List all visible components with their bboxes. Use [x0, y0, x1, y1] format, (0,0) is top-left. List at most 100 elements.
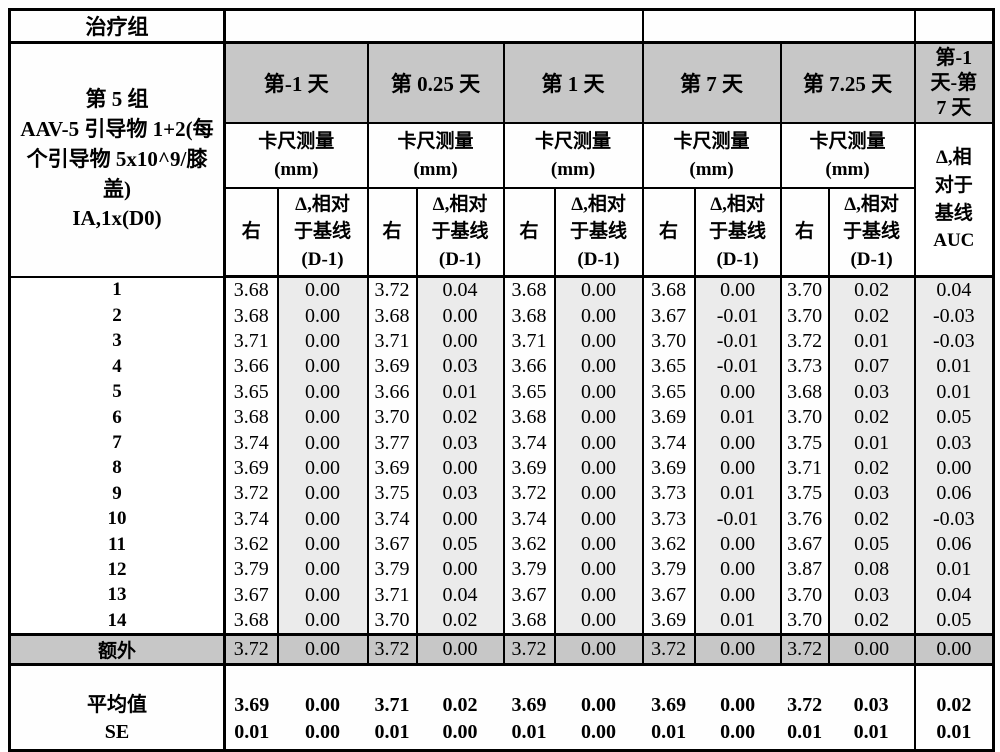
- right-header: 右: [223, 187, 279, 278]
- data-cell: 0.01: [913, 354, 995, 380]
- empty-cell: [913, 8, 995, 44]
- row-label: 6: [8, 404, 226, 431]
- data-cell: 3.65: [641, 379, 696, 405]
- row-label: 2: [8, 303, 226, 329]
- summary-row: 平均值 SE 3.69 0.01 0.00 0.00 3.71 0.01 0.02 0.…: [9, 664, 994, 751]
- data-cell: 3.67: [502, 582, 556, 609]
- data-cell: 0.00: [553, 404, 644, 431]
- data-cell: 3.71: [223, 328, 279, 355]
- table-row: 10 3.74 0.00 3.74 0.00 3.74 0.00 3.73 -0.01 3.76 0…: [8, 506, 995, 532]
- data-cell: 0.06: [913, 531, 995, 558]
- data-cell: -0.01: [693, 354, 782, 380]
- table-row: 14 3.68 0.00 3.70 0.02 3.68 0.00 3.69 0.01 3.70 0.…: [8, 608, 995, 635]
- row-label: 4: [8, 354, 226, 380]
- delta-header: Δ,相对 于基线 (D-1): [415, 187, 505, 278]
- table-row: 额外 3.72 0.00 3.72 0.00 3.72 0.00 3.72 0.00 3.72 0.…: [8, 633, 995, 667]
- data-cell: 0.03: [827, 481, 916, 507]
- data-cell: 3.70: [366, 608, 418, 635]
- data-cell: 3.62: [223, 531, 279, 558]
- data-cell: 3.67: [641, 303, 696, 329]
- table-row: 6 3.68 0.00 3.70 0.02 3.68 0.00 3.69 0.01 3.70 0.0…: [8, 404, 995, 431]
- caliper-header: 卡尺测量 (mm): [641, 122, 782, 189]
- data-cell: 3.75: [779, 430, 830, 456]
- data-cell: 3.74: [366, 506, 418, 532]
- treatment-group-row: 治疗组: [8, 8, 995, 44]
- data-cell: 0.01: [827, 328, 916, 355]
- data-cell: 0.00: [276, 608, 369, 635]
- data-cell: 3.66: [366, 379, 418, 405]
- data-cell: 3.69: [223, 455, 279, 482]
- data-cell: 3.77: [366, 430, 418, 456]
- data-cell: 0.00: [276, 506, 369, 532]
- data-cell: 0.00: [276, 481, 369, 507]
- row-label: 10: [8, 506, 226, 532]
- data-cell: 0.00: [276, 633, 369, 667]
- data-cell: 3.66: [502, 354, 556, 380]
- summary-labels: 平均值 SE: [9, 664, 226, 751]
- summary-cell: 0.02 0.00: [442, 694, 478, 744]
- row-label: 1: [8, 276, 226, 304]
- data-cell: 0.04: [415, 582, 505, 609]
- data-cell: 3.79: [223, 557, 279, 583]
- table-row: 2 3.68 0.00 3.68 0.00 3.68 0.00 3.67 -0.01 3.70 0.…: [8, 303, 995, 329]
- data-cell: 3.68: [223, 608, 279, 635]
- data-cell: 3.67: [641, 582, 696, 609]
- data-cell: 3.75: [779, 481, 830, 507]
- data-cell: 0.00: [693, 455, 782, 482]
- summary-auc-cell: 0.02 0.01: [913, 664, 994, 751]
- data-cell: 0.02: [827, 303, 916, 329]
- table-row: 4 3.66 0.00 3.69 0.03 3.66 0.00 3.65 -0.01 3.73 0.…: [8, 354, 995, 380]
- data-cell: 0.00: [276, 557, 369, 583]
- table-row: 7 3.74 0.00 3.77 0.03 3.74 0.00 3.74 0.00 3.75 0.0…: [8, 430, 995, 456]
- data-cell: 0.00: [693, 557, 782, 583]
- row-label: 5: [8, 379, 226, 405]
- data-cell: 0.02: [415, 608, 505, 635]
- caliper-header: 卡尺测量 (mm): [502, 122, 644, 189]
- data-cell: 0.04: [913, 582, 995, 609]
- right-header: 右: [502, 187, 556, 278]
- data-cell: 0.00: [415, 455, 505, 482]
- data-cell: 0.00: [553, 276, 644, 304]
- data-cell: 3.70: [779, 303, 830, 329]
- summary-cell: 3.69 0.01: [511, 694, 547, 744]
- data-cell: 0.00: [553, 481, 644, 507]
- day-header-1: 第 1 天: [502, 41, 644, 124]
- data-cell: 3.71: [366, 328, 418, 355]
- data-cell: 3.69: [641, 404, 696, 431]
- data-cell: 3.71: [366, 582, 418, 609]
- data-cell: 3.69: [641, 455, 696, 482]
- right-header: 右: [366, 187, 418, 278]
- data-cell: 3.70: [779, 582, 830, 609]
- row-label: 3: [8, 328, 226, 355]
- delta-header: Δ,相对 于基线 (D-1): [693, 187, 782, 278]
- summary-cell: 0.00 0.00: [720, 694, 756, 744]
- data-cell: 0.01: [913, 379, 995, 405]
- data-cell: 3.74: [223, 430, 279, 456]
- data-cell: 0.02: [827, 455, 916, 482]
- data-cell: 3.68: [779, 379, 830, 405]
- data-cell: 0.02: [827, 608, 916, 635]
- data-cell: 3.73: [641, 506, 696, 532]
- delta-header: Δ,相对 于基线 (D-1): [276, 187, 369, 278]
- data-cell: 0.02: [415, 404, 505, 431]
- data-cell: 0.00: [693, 379, 782, 405]
- table-row: 1 3.68 0.00 3.72 0.04 3.68 0.00 3.68 0.00 3.70 0.0…: [8, 276, 995, 304]
- data-cell: 0.00: [553, 582, 644, 609]
- row-label: 9: [8, 481, 226, 507]
- table-row: 8 3.69 0.00 3.69 0.00 3.69 0.00 3.69 0.00 3.71 0.0…: [8, 455, 995, 482]
- data-cell: -0.03: [913, 303, 995, 329]
- summary-cell: 3.69 0.01: [651, 694, 687, 744]
- summary-cell: 3.72 0.01: [787, 694, 823, 744]
- data-cell: 0.00: [276, 404, 369, 431]
- data-cell: 0.00: [276, 379, 369, 405]
- data-cell: 0.01: [415, 379, 505, 405]
- data-cell: 3.68: [641, 276, 696, 304]
- row-label: 额外: [8, 633, 226, 667]
- data-cell: -0.01: [693, 303, 782, 329]
- day-header-0-25: 第 0.25 天: [366, 41, 505, 124]
- data-cell: 0.00: [276, 354, 369, 380]
- data-cell: 0.00: [415, 506, 505, 532]
- data-cell: 3.73: [779, 354, 830, 380]
- summary-cell: 0.03 0.01: [853, 694, 889, 744]
- caliper-header: 卡尺测量 (mm): [366, 122, 505, 189]
